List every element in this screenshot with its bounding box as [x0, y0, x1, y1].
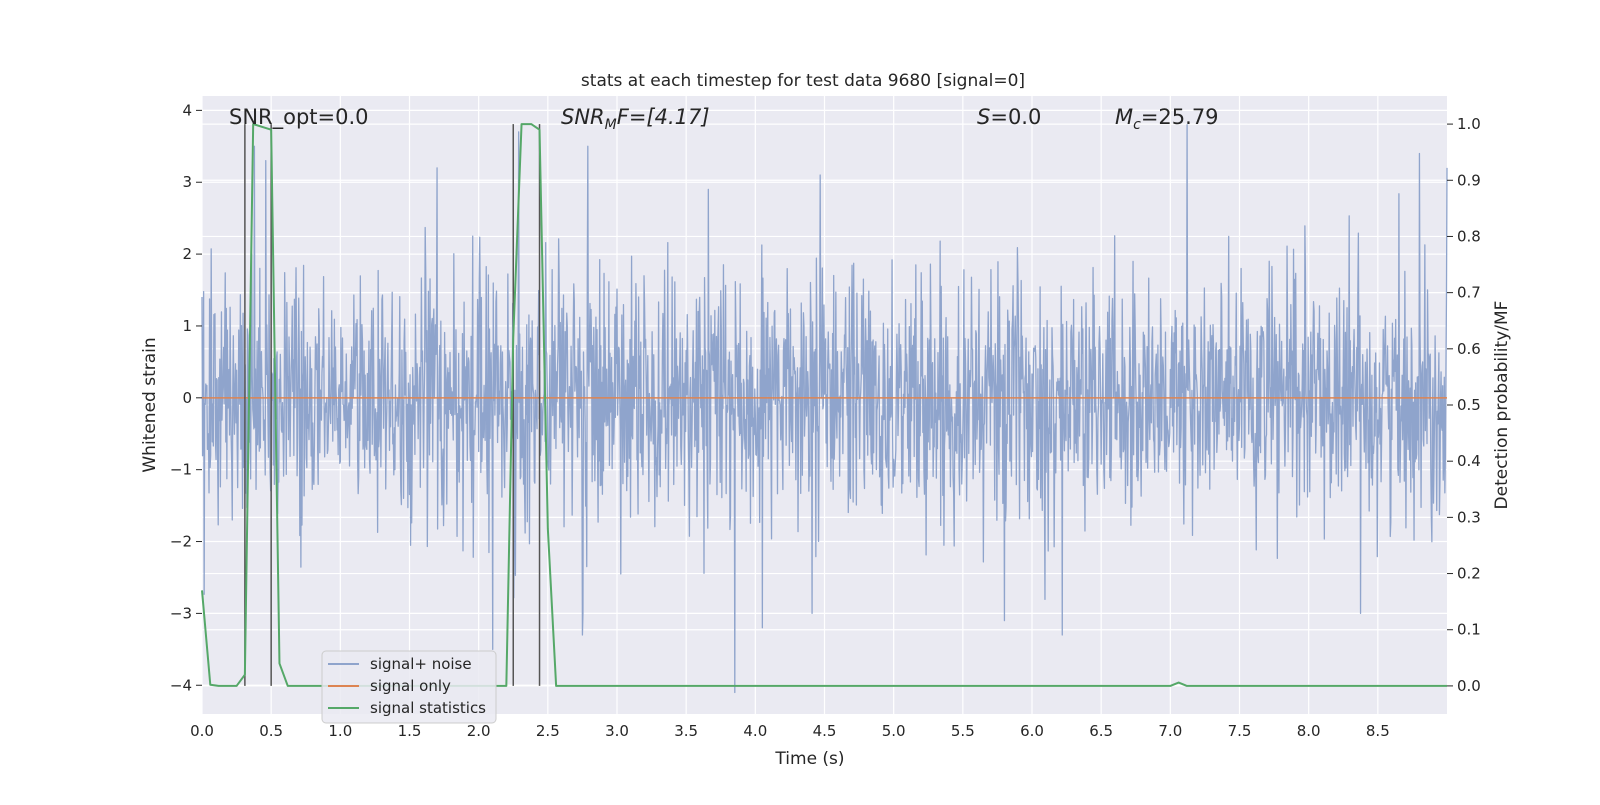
y-left-tick-label-2: 2 — [182, 245, 192, 263]
x-tick-label-17: 8.5 — [1366, 722, 1390, 740]
legend-entry-signal-noise: signal+ noise — [370, 655, 472, 673]
x-tick-label-10: 5.0 — [882, 722, 906, 740]
x-tick-label-11: 5.5 — [951, 722, 975, 740]
y-axis-left-label: Whitened strain — [140, 337, 160, 472]
annotation-s-main: S — [977, 105, 990, 129]
vertical-markers — [244, 124, 541, 686]
series-signal-noise — [201, 124, 1448, 694]
annotation-snr-mf-main: SNR — [561, 105, 605, 129]
y-left-tick-label-6: −2 — [170, 533, 192, 551]
y-left-tick-label-5: −1 — [170, 461, 192, 479]
annotation-s: S=0.0 — [977, 105, 1041, 129]
annotation-mc-main: M — [1115, 105, 1133, 129]
x-tick-label-13: 6.5 — [1089, 722, 1113, 740]
chart-title: stats at each timestep for test data 968… — [581, 71, 1025, 91]
annotation-snr-opt: SNR_opt=0.0 — [229, 105, 369, 130]
x-tick-label-7: 3.5 — [674, 722, 698, 740]
x-tick-label-8: 4.0 — [743, 722, 767, 740]
annotation-mc: Mc=25.79 — [1115, 105, 1219, 133]
y-right-tick-label-5: 0.5 — [1457, 396, 1481, 414]
y-right-tick-label-3: 0.7 — [1457, 284, 1481, 302]
x-tick-label-4: 2.0 — [467, 722, 491, 740]
annotation-snr-mf-rest: F=[4.17] — [617, 105, 710, 129]
y-right-tick-label-2: 0.8 — [1457, 227, 1481, 245]
annotation-mc-sub: c — [1133, 117, 1141, 133]
y-left-tick-label-0: 4 — [182, 101, 192, 119]
series-line-signal-statistics — [201, 123, 1447, 687]
legend-box — [321, 650, 497, 724]
x-tick-label-12: 6.0 — [1020, 722, 1044, 740]
x-tick-label-9: 4.5 — [813, 722, 837, 740]
x-tick-label-14: 7.0 — [1158, 722, 1182, 740]
x-tick-label-2: 1.0 — [328, 722, 352, 740]
y-right-tick-label-10: 0.0 — [1457, 677, 1481, 695]
annotation-mc-rest: =25.79 — [1141, 105, 1219, 129]
y-left-tick-label-7: −3 — [170, 604, 192, 622]
y-right-tick-label-9: 0.1 — [1457, 621, 1481, 639]
axis-ticks: 0.0 0.5 1.0 1.5 2.0 2.5 3.0 3.5 4.0 4.5 5.0 5.5 6.0 6… — [170, 101, 1481, 740]
x-tick-label-6: 3.0 — [605, 722, 629, 740]
y-left-tick-label-1: 3 — [182, 173, 192, 191]
annotation-s-rest: =0.0 — [990, 105, 1041, 129]
y-right-tick-label-0: 1.0 — [1457, 115, 1481, 133]
x-tick-label-0: 0.0 — [190, 722, 214, 740]
x-axis-label: Time (s) — [774, 749, 844, 769]
y-right-tick-label-7: 0.3 — [1457, 508, 1481, 526]
y-left-tick-label-3: 1 — [182, 317, 192, 335]
legend: signal+ noise signal only signal statist… — [321, 650, 497, 724]
x-tick-label-15: 7.5 — [1228, 722, 1252, 740]
annotation-snr-mf-sub: M — [605, 117, 617, 133]
x-tick-label-3: 1.5 — [398, 722, 422, 740]
y-left-tick-label-8: −4 — [170, 676, 192, 694]
y-right-tick-label-4: 0.6 — [1457, 340, 1481, 358]
series-signal-statistics — [201, 123, 1447, 687]
y-right-tick-label-6: 0.4 — [1457, 452, 1481, 470]
legend-entry-signal-only: signal only — [370, 677, 451, 695]
annotation-snr-mf: SNRMF=[4.17] — [561, 105, 710, 133]
x-tick-label-16: 8.0 — [1297, 722, 1321, 740]
x-tick-label-5: 2.5 — [536, 722, 560, 740]
y-right-tick-label-8: 0.2 — [1457, 565, 1481, 583]
y-left-tick-label-4: 0 — [182, 389, 192, 407]
legend-entry-signal-statistics: signal statistics — [370, 699, 486, 717]
y-axis-right-label: Detection probability/MF — [1492, 301, 1512, 510]
x-tick-label-1: 0.5 — [259, 722, 283, 740]
series-line-signal-noise — [201, 124, 1448, 694]
y-right-tick-label-1: 0.9 — [1457, 171, 1481, 189]
